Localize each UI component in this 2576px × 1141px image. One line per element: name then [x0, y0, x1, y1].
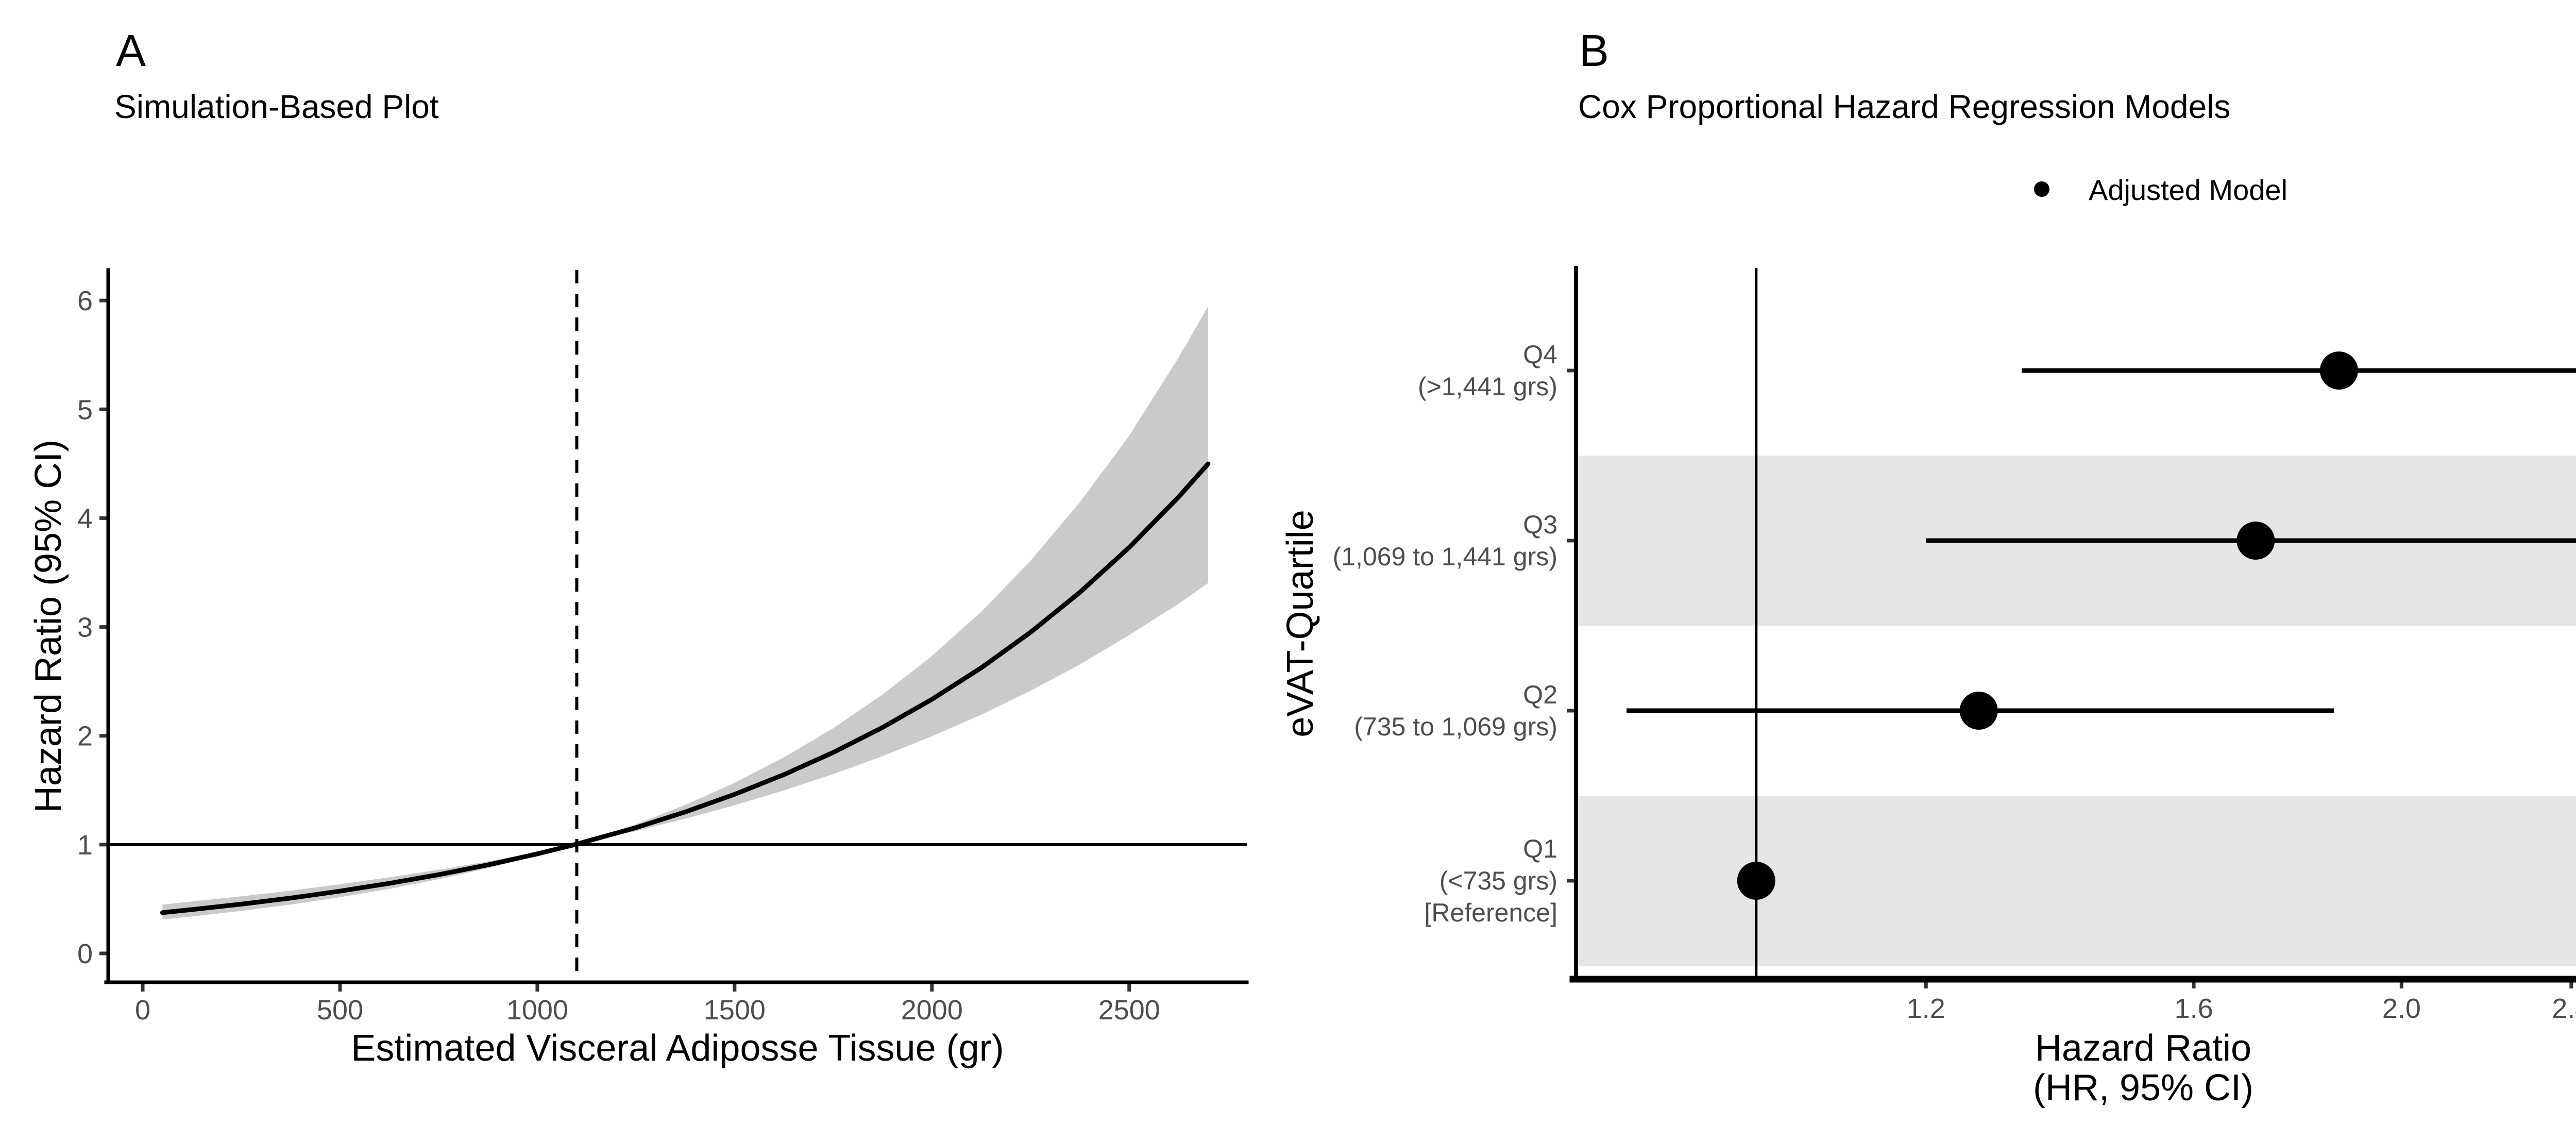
- panel-b-legend: Adjusted Model: [2034, 174, 2287, 206]
- x-tick-label: 500: [317, 995, 363, 1026]
- row-label: [Reference]: [1425, 898, 1557, 927]
- y-tick-label: 6: [77, 286, 93, 316]
- x-tick-label: 2500: [1098, 995, 1160, 1026]
- row-label: Q1: [1523, 834, 1557, 863]
- row-label: Q2: [1523, 680, 1557, 709]
- y-tick-label: 5: [77, 394, 93, 425]
- panel-a-letter: A: [116, 26, 146, 76]
- row-label: Q4: [1523, 340, 1557, 369]
- y-tick-label: 4: [77, 503, 93, 534]
- forest-point: [2319, 351, 2358, 390]
- x-tick-label: 1000: [506, 995, 568, 1026]
- x-tick-label: 2000: [901, 995, 963, 1026]
- y-tick-label: 3: [77, 612, 93, 643]
- panel-b-letter: B: [1579, 26, 1609, 76]
- panel-b-plot-area: Q4 (>1,441 grs) Q3 (1,069 to 1,441 grs) Q2 (7…: [1333, 268, 2576, 1024]
- panel-b-title: Cox Proportional Hazard Regression Model…: [1578, 88, 2230, 125]
- legend-label: Adjusted Model: [2089, 174, 2287, 206]
- x-tick-label: 2.4: [2552, 993, 2576, 1024]
- x-tick-label: 1.2: [1907, 993, 1945, 1024]
- x-tick-label: 1.6: [2175, 993, 2213, 1024]
- panel-a: A Simulation-Based Plot 0 500 1000 1500 2000…: [28, 26, 1249, 1069]
- row-label: (<735 grs): [1439, 866, 1557, 895]
- panel-a-title: Simulation-Based Plot: [114, 88, 439, 125]
- panel-b-x-axis-title-line: (HR, 95% CI): [2033, 1067, 2253, 1109]
- forest-point: [2236, 522, 2275, 560]
- panel-a-x-axis-title: Estimated Visceral Adiposse Tissue (gr): [351, 1028, 1004, 1069]
- forest-point: [1737, 862, 1775, 900]
- x-tick-label: 0: [135, 995, 150, 1026]
- x-tick-label: 2.0: [2382, 993, 2421, 1024]
- legend-point-icon: [2034, 181, 2049, 197]
- panel-a-plot-area: 0 500 1000 1500 2000 2500 0 1 2 3 4 5 6: [77, 270, 1247, 1026]
- panel-b-y-axis-title: eVAT-Quartile: [1280, 510, 1321, 737]
- y-tick-label: 1: [77, 830, 93, 861]
- x-tick-label: 1500: [704, 995, 766, 1026]
- row-label: Q3: [1523, 510, 1557, 539]
- hazard-curve: [160, 461, 1211, 915]
- row-label: (735 to 1,069 grs): [1354, 712, 1557, 741]
- forest-point: [1959, 692, 1998, 730]
- y-tick-label: 0: [77, 938, 93, 969]
- row-shade-band: [1576, 796, 2576, 966]
- ci-ribbon: [162, 306, 1208, 919]
- panel-b-x-axis-title: Hazard Ratio(HR, 95% CI): [2033, 1028, 2253, 1109]
- row-label: (>1,441 grs): [1418, 372, 1557, 401]
- y-tick-label: 2: [77, 721, 93, 752]
- panel-b: B Cox Proportional Hazard Regression Mod…: [1280, 26, 2576, 1109]
- panel-a-y-axis-title: Hazard Ratio (95% CI): [28, 440, 69, 813]
- row-label: (1,069 to 1,441 grs): [1333, 542, 1557, 571]
- panel-b-x-axis-title-line: Hazard Ratio: [2035, 1028, 2251, 1069]
